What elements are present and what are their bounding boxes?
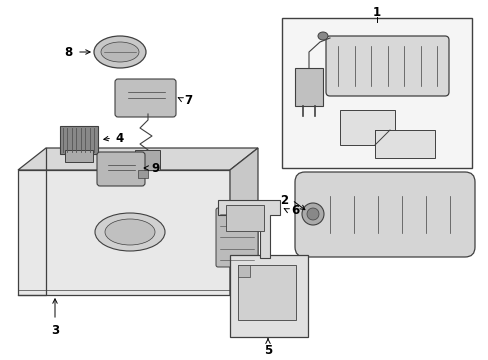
Bar xyxy=(229,255,307,337)
Ellipse shape xyxy=(302,203,324,225)
Text: 8: 8 xyxy=(64,45,72,58)
Text: 2: 2 xyxy=(279,194,287,207)
FancyBboxPatch shape xyxy=(97,152,145,186)
Bar xyxy=(238,265,295,320)
Polygon shape xyxy=(18,170,229,295)
Bar xyxy=(135,150,160,170)
Bar xyxy=(339,110,394,145)
Polygon shape xyxy=(18,148,258,170)
Text: 1: 1 xyxy=(372,5,380,18)
Bar xyxy=(65,150,93,162)
Ellipse shape xyxy=(317,32,327,40)
Ellipse shape xyxy=(306,208,318,220)
Bar xyxy=(238,265,249,277)
Bar xyxy=(60,126,98,154)
FancyBboxPatch shape xyxy=(216,208,258,267)
Text: 5: 5 xyxy=(264,343,271,356)
FancyBboxPatch shape xyxy=(115,79,176,117)
Bar xyxy=(282,18,471,168)
Polygon shape xyxy=(218,200,280,258)
Ellipse shape xyxy=(101,42,139,62)
FancyBboxPatch shape xyxy=(294,172,474,257)
Ellipse shape xyxy=(105,219,155,245)
Polygon shape xyxy=(229,148,258,295)
Bar xyxy=(138,170,148,178)
Text: 9: 9 xyxy=(151,162,159,175)
Text: 3: 3 xyxy=(51,324,59,337)
FancyBboxPatch shape xyxy=(325,36,448,96)
Text: 6: 6 xyxy=(290,203,299,216)
Text: 4: 4 xyxy=(116,131,124,144)
Ellipse shape xyxy=(95,213,164,251)
Ellipse shape xyxy=(94,36,146,68)
Bar xyxy=(294,68,323,106)
Polygon shape xyxy=(374,130,434,158)
Bar xyxy=(225,205,264,231)
Text: 7: 7 xyxy=(183,94,192,107)
